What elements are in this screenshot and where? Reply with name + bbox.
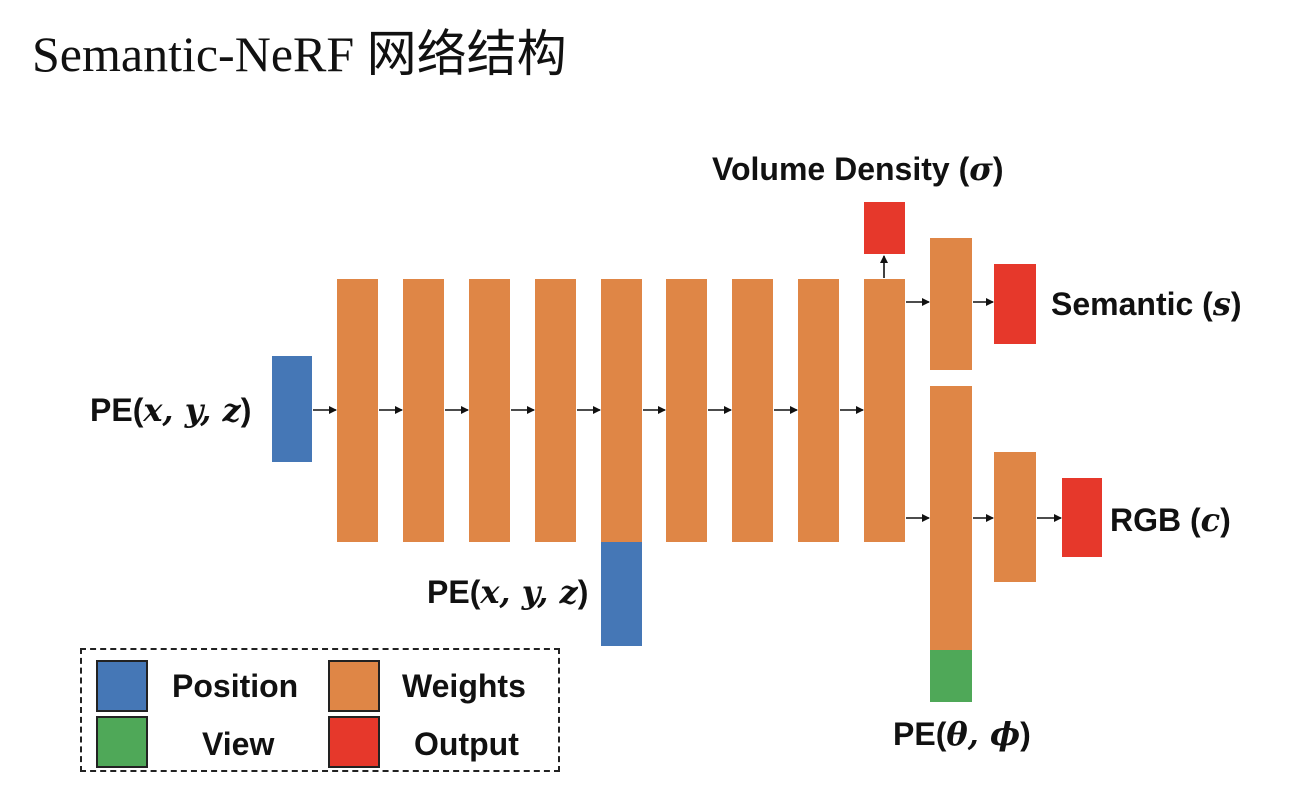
- c-math: c: [1200, 501, 1221, 539]
- semantic-suffix: ): [1230, 286, 1242, 322]
- skip-position-block: [601, 542, 642, 646]
- pe-view-math: θ, ϕ: [946, 715, 1021, 753]
- input-position-block: [272, 356, 312, 462]
- semantic-prefix: Semantic (: [1051, 286, 1213, 322]
- pe-suffix: ): [240, 392, 252, 428]
- rgb-suffix: ): [1220, 502, 1231, 538]
- volume-density-suffix: ): [992, 151, 1004, 187]
- semantic-label: Semantic (s): [1051, 288, 1242, 320]
- pe-xyz-math: x, y, z: [143, 391, 241, 429]
- legend-position-swatch: [96, 660, 148, 712]
- mlp-layer-3: [469, 279, 510, 542]
- volume-density-label: Volume Density (σ): [712, 153, 1003, 185]
- view-direction-block: [930, 650, 972, 702]
- volume-density-prefix: Volume Density (: [712, 151, 970, 187]
- mlp-layer-5: [601, 279, 642, 542]
- volume-density-output-block: [864, 202, 905, 254]
- s-math: s: [1212, 285, 1231, 323]
- legend-weights-label: Weights: [402, 668, 526, 704]
- pe-xyz-input-label: PE(x, y, z): [90, 394, 251, 426]
- page-title: Semantic-NeRF 网络结构: [32, 26, 567, 82]
- mlp-layer-4: [535, 279, 576, 542]
- pe-suffix: ): [577, 574, 589, 610]
- pe-view-label: PE(θ, ϕ): [893, 718, 1031, 750]
- pe-prefix: PE(: [427, 574, 481, 610]
- mlp-layer-6: [666, 279, 707, 542]
- rgb-label: RGB (c): [1110, 504, 1231, 536]
- legend-view-label: View: [202, 726, 275, 762]
- pe-prefix: PE(: [893, 716, 947, 752]
- rgb-prefix: RGB (: [1110, 502, 1201, 538]
- mlp-layer-2: [403, 279, 444, 542]
- sigma-math: σ: [969, 150, 993, 188]
- legend-position-label: Position: [172, 668, 299, 704]
- pe-xyz-math: x, y, z: [480, 573, 578, 611]
- pe-xyz-skip-label: PE(x, y, z): [427, 576, 588, 608]
- rgb-output-block: [1062, 478, 1102, 557]
- legend-view-swatch: [96, 716, 148, 768]
- semantic-output-block: [994, 264, 1036, 344]
- mlp-layer-1: [337, 279, 378, 542]
- pe-prefix: PE(: [90, 392, 144, 428]
- legend: Position Weights View Output: [80, 648, 560, 772]
- pe-suffix: ): [1020, 716, 1031, 752]
- legend-weights-swatch: [328, 660, 380, 712]
- mlp-layer-7: [732, 279, 773, 542]
- mlp-layer-8: [798, 279, 839, 542]
- legend-output-label: Output: [414, 726, 519, 762]
- feature-layer: [930, 386, 972, 650]
- rgb-head-layer: [994, 452, 1036, 582]
- mlp-layer-9: [864, 279, 905, 542]
- semantic-head-layer: [930, 238, 972, 370]
- arrows: [313, 255, 1062, 522]
- legend-output-swatch: [328, 716, 380, 768]
